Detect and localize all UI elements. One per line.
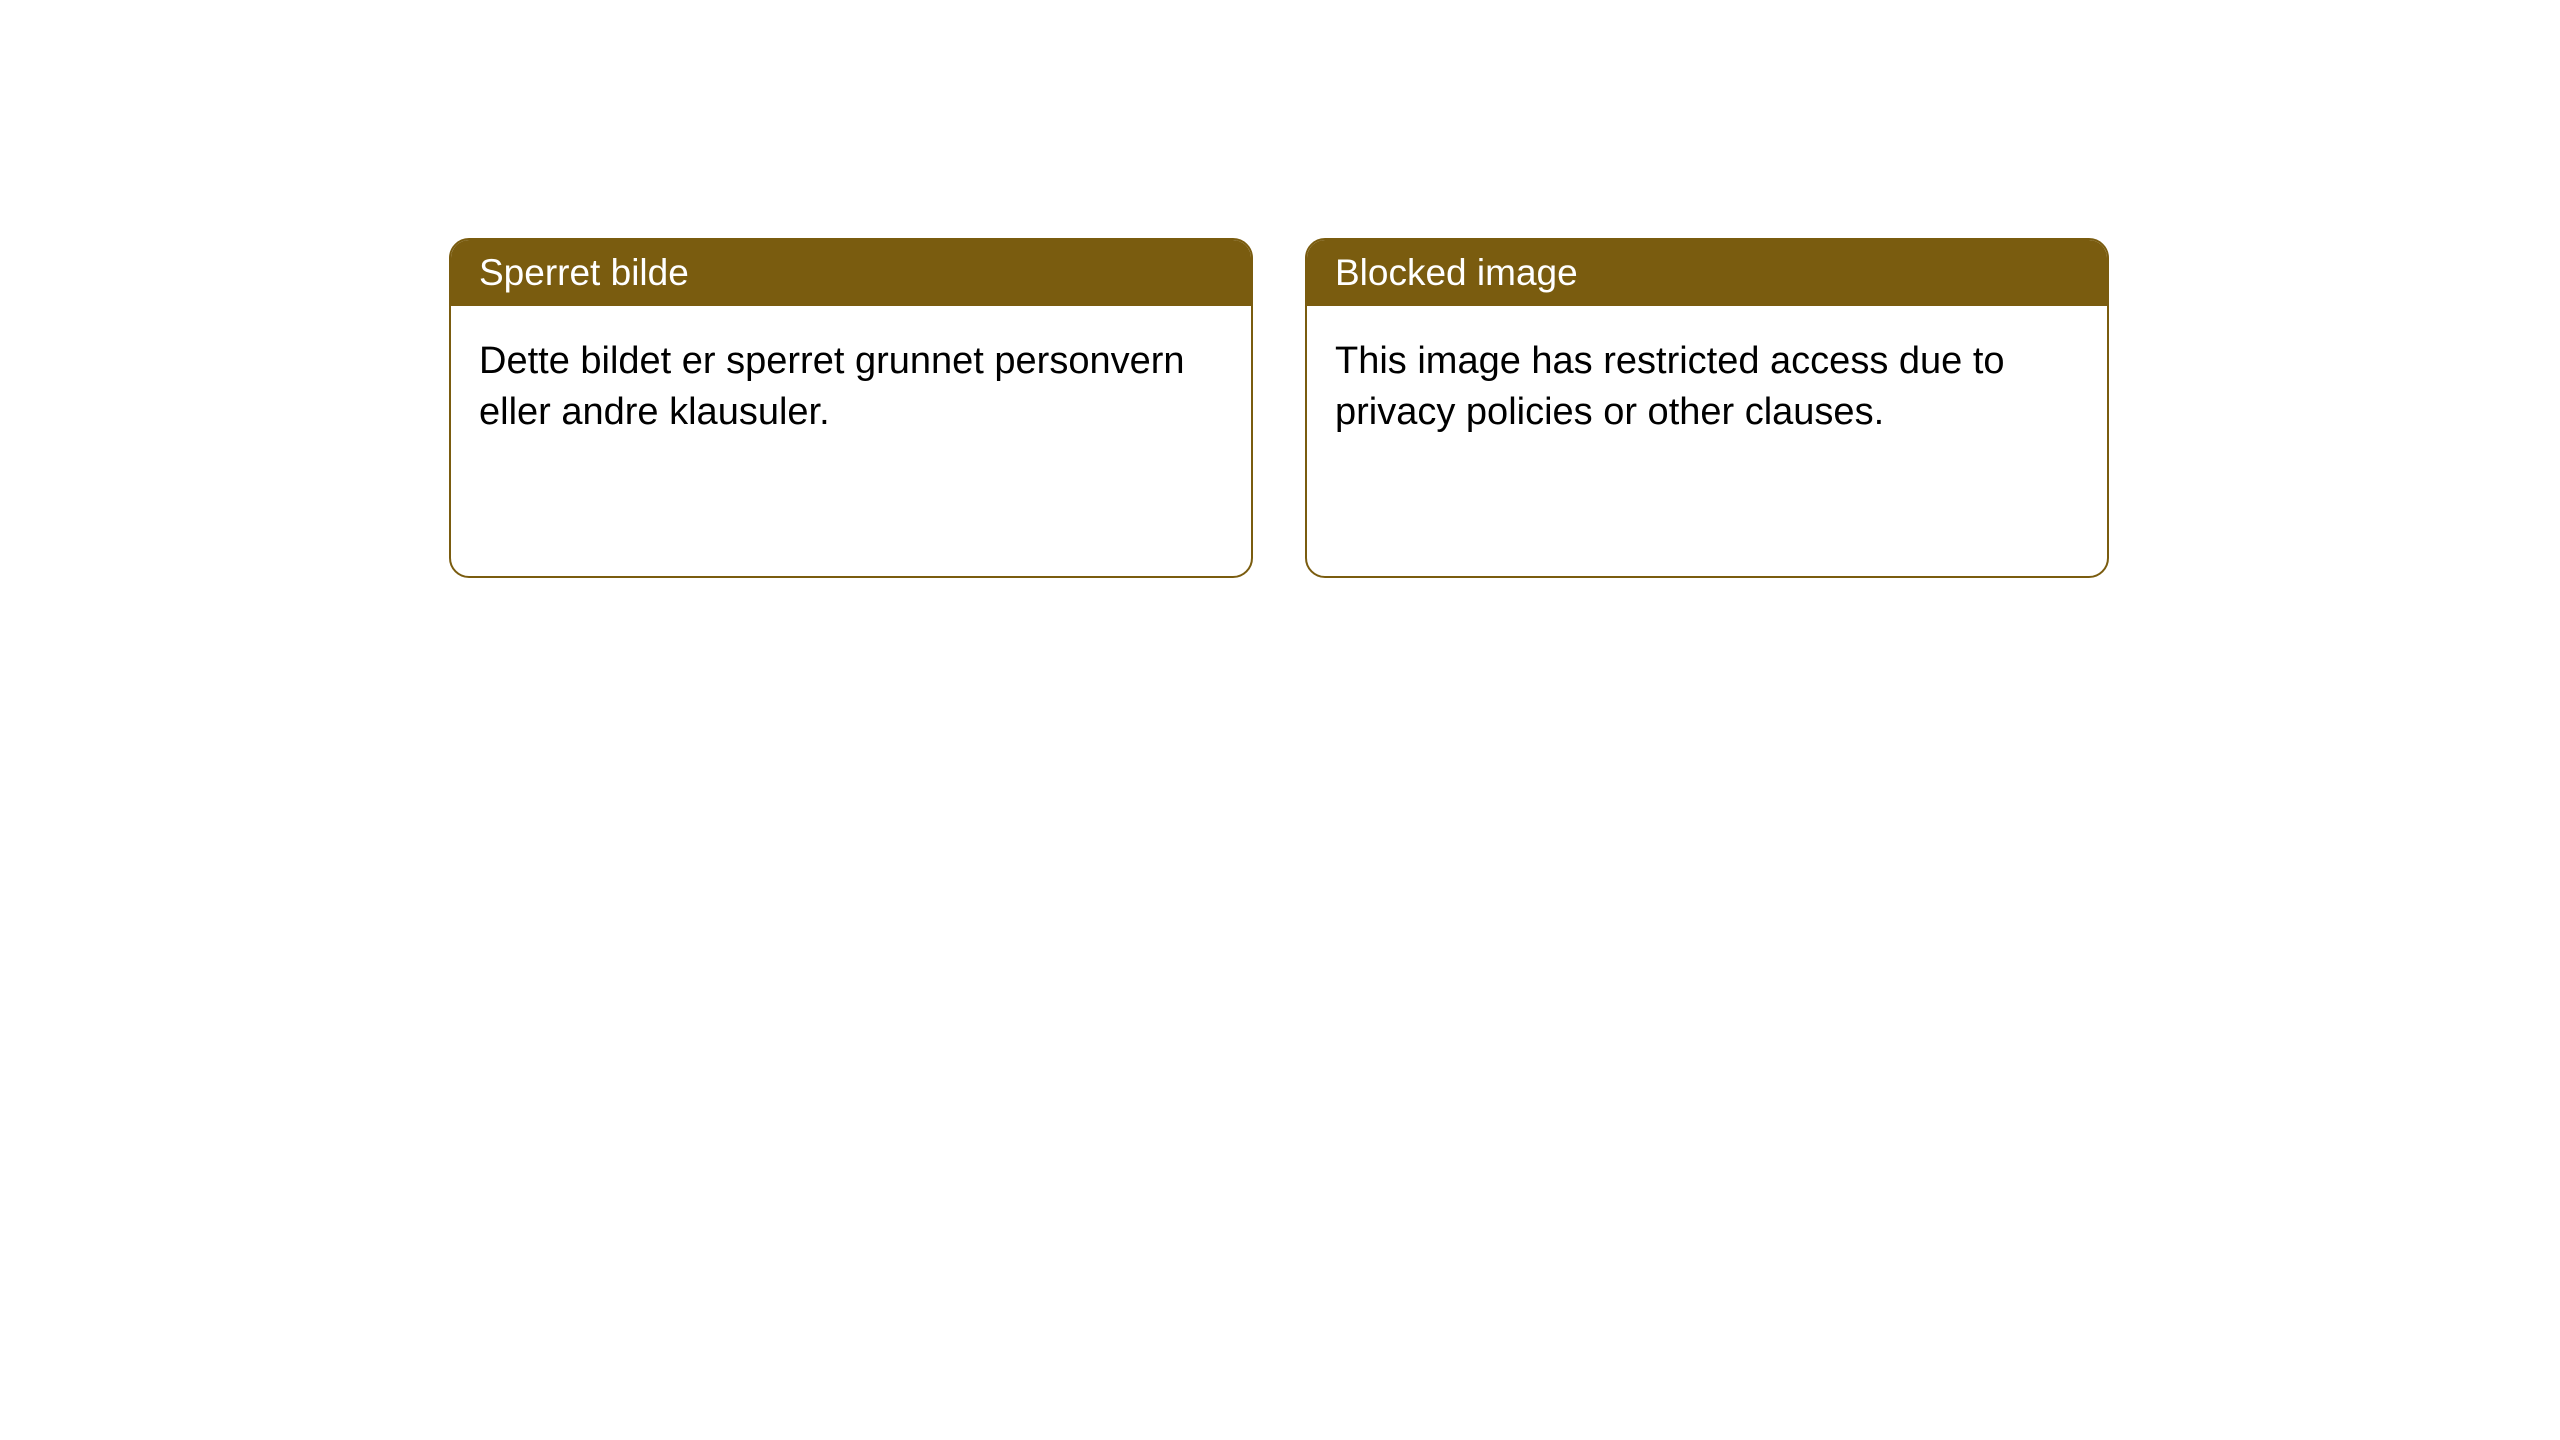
notice-title: Sperret bilde <box>479 252 689 293</box>
notice-card-norwegian: Sperret bilde Dette bildet er sperret gr… <box>449 238 1253 578</box>
notice-title: Blocked image <box>1335 252 1578 293</box>
notice-text: This image has restricted access due to … <box>1335 340 2005 433</box>
notice-header-norwegian: Sperret bilde <box>451 240 1251 306</box>
notice-body-norwegian: Dette bildet er sperret grunnet personve… <box>451 306 1251 576</box>
notice-container: Sperret bilde Dette bildet er sperret gr… <box>0 0 2560 578</box>
notice-body-english: This image has restricted access due to … <box>1307 306 2107 576</box>
notice-header-english: Blocked image <box>1307 240 2107 306</box>
notice-text: Dette bildet er sperret grunnet personve… <box>479 340 1185 433</box>
notice-card-english: Blocked image This image has restricted … <box>1305 238 2109 578</box>
